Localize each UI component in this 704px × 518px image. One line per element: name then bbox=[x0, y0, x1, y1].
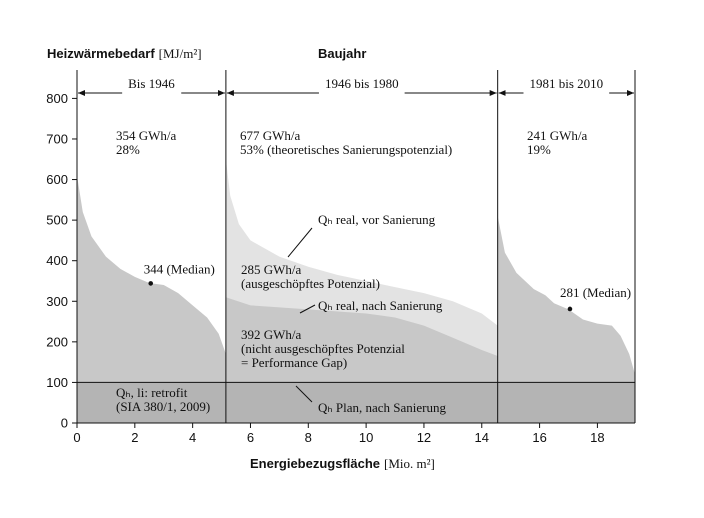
annotation: Qₕ, li: retrofit bbox=[116, 385, 188, 400]
period-label-bg bbox=[318, 90, 405, 96]
y-tick-label: 500 bbox=[46, 213, 68, 228]
area bbox=[77, 382, 635, 423]
x-tick-label: 6 bbox=[247, 430, 254, 445]
median-label: 281 (Median) bbox=[560, 285, 631, 300]
annotation: 28% bbox=[116, 142, 140, 157]
period-label-bg bbox=[122, 90, 182, 96]
annotation: (ausgeschöpftes Potenzial) bbox=[241, 276, 380, 291]
x-tick-label: 4 bbox=[189, 430, 196, 445]
series-label: Qₕ Plan, nach Sanierung bbox=[318, 400, 447, 415]
leader-line bbox=[295, 385, 313, 403]
x-tick-label: 12 bbox=[417, 430, 431, 445]
x-tick-label: 2 bbox=[131, 430, 138, 445]
annotation: (SIA 380/1, 2009) bbox=[116, 399, 210, 414]
y-tick-label: 300 bbox=[46, 294, 68, 309]
period-label: 1981 bis 2010 bbox=[529, 76, 603, 91]
x-unit: [Mio. m²] bbox=[384, 456, 435, 471]
annotation: 392 GWh/a bbox=[241, 327, 302, 342]
y-label: Heizwärmebedarf bbox=[47, 46, 155, 61]
y-tick-label: 700 bbox=[46, 131, 68, 146]
leader-line bbox=[287, 227, 313, 258]
x-tick-label: 18 bbox=[590, 430, 604, 445]
period-title: Baujahr bbox=[318, 46, 366, 61]
x-tick-label: 10 bbox=[359, 430, 373, 445]
area bbox=[497, 216, 635, 423]
series-label: Qₕ real, nach Sanierung bbox=[318, 298, 443, 313]
x-tick-label: 8 bbox=[305, 430, 312, 445]
x-tick-label: 16 bbox=[532, 430, 546, 445]
median-label: 344 (Median) bbox=[144, 261, 215, 276]
median-point bbox=[148, 281, 154, 286]
annotation: 19% bbox=[527, 142, 551, 157]
axes: 0 100 200 300 400 500 600 700 800 0 2 4 6 8 10 12 14 16 18 bbox=[46, 70, 636, 445]
y-tick-label: 100 bbox=[46, 375, 68, 390]
y-tick-label: 800 bbox=[46, 91, 68, 106]
area bbox=[77, 175, 226, 423]
y-tick-label: 200 bbox=[46, 334, 68, 349]
y-unit: [MJ/m²] bbox=[159, 46, 202, 61]
annotation: 285 GWh/a bbox=[241, 262, 302, 277]
annotation: 354 GWh/a bbox=[116, 128, 177, 143]
areas bbox=[77, 159, 635, 423]
leader-line bbox=[299, 304, 316, 314]
series-label: Qₕ real, vor Sanierung bbox=[318, 212, 436, 227]
x-title: Energiebezugsfläche [Mio. m²] bbox=[250, 456, 435, 471]
y-tick-label: 400 bbox=[46, 253, 68, 268]
x-tick-label: 0 bbox=[73, 430, 80, 445]
period-label: 1946 bis 1980 bbox=[325, 76, 399, 91]
median-point bbox=[567, 306, 573, 312]
x-label: Energiebezugsfläche bbox=[250, 456, 380, 471]
period-label: Bis 1946 bbox=[128, 76, 175, 91]
x-tick-label: 14 bbox=[475, 430, 489, 445]
y-title: Heizwärmebedarf [MJ/m²] bbox=[47, 46, 202, 61]
annotation: (nicht ausgeschöpftes Potenzial bbox=[241, 341, 405, 356]
period-label-bg bbox=[523, 90, 610, 96]
annotation: = Performance Gap) bbox=[241, 355, 347, 370]
y-tick-label: 600 bbox=[46, 172, 68, 187]
y-tick-label: 0 bbox=[61, 416, 68, 431]
annotation: 53% (theoretisches Sanierungspotenzial) bbox=[240, 142, 452, 157]
annotation: 677 GWh/a bbox=[240, 128, 301, 143]
annotation: 241 GWh/a bbox=[527, 128, 588, 143]
